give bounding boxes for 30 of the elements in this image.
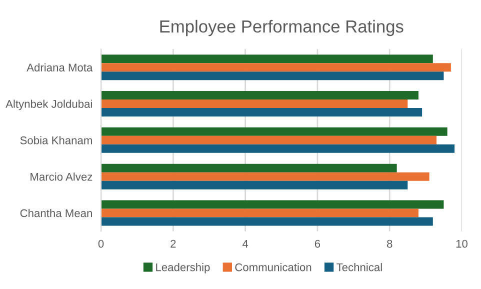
- bar: [101, 208, 418, 218]
- y-tick-label: Marcio Alvez: [30, 172, 92, 181]
- bar: [101, 200, 444, 209]
- x-tick-label: 4: [242, 240, 248, 248]
- bar: [101, 217, 433, 226]
- chart-title: Employee Performance Ratings: [160, 20, 404, 36]
- bar: [101, 72, 444, 80]
- bar: [101, 127, 448, 136]
- bar: [101, 144, 455, 153]
- bar: [101, 91, 418, 100]
- bar: [101, 54, 433, 64]
- y-tick-label: Adriana Mota: [26, 63, 93, 72]
- legend-label: Technical: [336, 263, 382, 272]
- y-tick-label: Altynbek Joldubai: [6, 100, 92, 110]
- bar: [101, 100, 408, 108]
- x-tick-label: 2: [170, 240, 176, 248]
- x-tick-label: 8: [387, 240, 392, 248]
- y-tick-label: Sobia Khanam: [20, 136, 92, 144]
- bar: [101, 180, 408, 190]
- y-tick-label: Chantha Mean: [20, 208, 92, 218]
- legend-label: Leadership: [156, 263, 210, 274]
- legend-label: Communication: [235, 263, 312, 272]
- x-tick-label: 10: [456, 240, 468, 248]
- x-tick-label: 0: [98, 240, 104, 248]
- bar: [101, 108, 422, 116]
- bar: [101, 63, 451, 72]
- bar: [101, 164, 397, 172]
- bar: [101, 136, 437, 144]
- x-tick-label: 6: [314, 240, 320, 248]
- bar: [101, 172, 430, 181]
